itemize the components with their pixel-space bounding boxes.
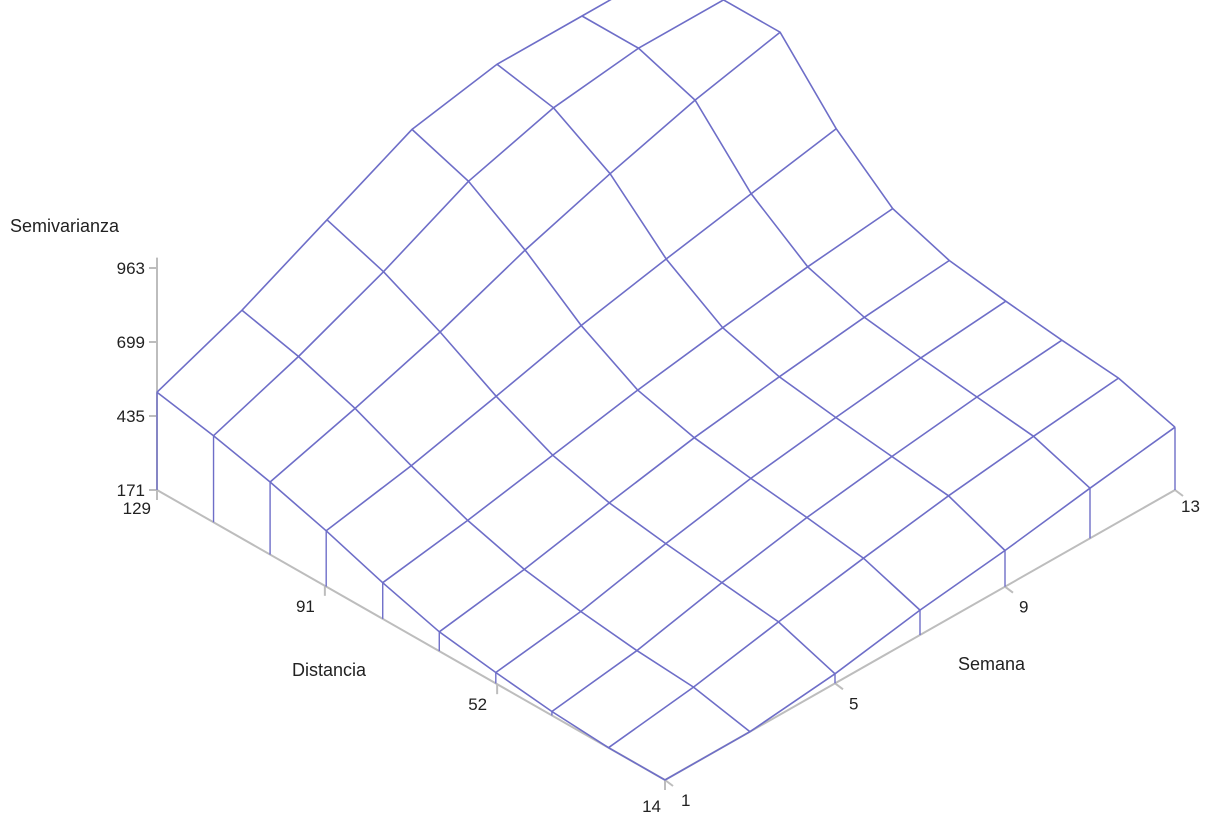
- mesh-line-distancia: [325, 128, 837, 532]
- z-tick-label: 699: [117, 333, 145, 352]
- x-tick-label: 91: [296, 597, 315, 616]
- mesh-line-distancia: [438, 259, 950, 633]
- x-tick-label: 52: [468, 695, 487, 714]
- y-tick-label: 5: [849, 694, 858, 713]
- mesh-line-distancia: [382, 207, 894, 584]
- mesh-line-distancia: [269, 31, 781, 483]
- mesh-line-distancia: [664, 426, 1176, 781]
- mesh-line-distancia: [608, 377, 1119, 749]
- y-tick-mark: [664, 779, 674, 787]
- x-tick-label: 14: [642, 797, 661, 814]
- y-axis-title: Semana: [958, 654, 1026, 674]
- y-tick-label: 13: [1181, 497, 1200, 516]
- axis-labels: 171 435 699 963 14 52 91 129 1 5 9 13 Semivarianza Di…: [10, 216, 1200, 814]
- mesh-line-semana: [722, 0, 1176, 428]
- axes-group: [149, 257, 1184, 790]
- mesh-line-distancia: [495, 300, 1007, 674]
- y-tick-mark: [834, 682, 844, 691]
- mesh-line-semana: [496, 63, 1006, 552]
- mesh-line-semana: [411, 128, 921, 611]
- surface-mesh: [156, 0, 1176, 781]
- mesh-line-semana: [326, 219, 836, 675]
- y-tick-label: 1: [681, 791, 690, 810]
- z-tick-label: 963: [117, 259, 145, 278]
- mesh-line-semana: [241, 309, 751, 733]
- x-axis-title: Distancia: [292, 660, 367, 680]
- x-tick-label: 129: [123, 499, 151, 518]
- mesh-line-distancia: [156, 0, 612, 393]
- z-tick-label: 435: [117, 407, 145, 426]
- y-tick-mark: [1174, 489, 1184, 497]
- mesh-line-semana: [581, 15, 1091, 489]
- mesh-line-distancia: [212, 0, 724, 437]
- distancia-axis-line: [156, 489, 666, 781]
- y-tick-mark: [1004, 585, 1014, 594]
- mesh-line-semana: [156, 391, 666, 781]
- z-axis-title: Semivarianza: [10, 216, 120, 236]
- z-tick-label: 171: [117, 481, 145, 500]
- y-tick-label: 9: [1019, 598, 1028, 617]
